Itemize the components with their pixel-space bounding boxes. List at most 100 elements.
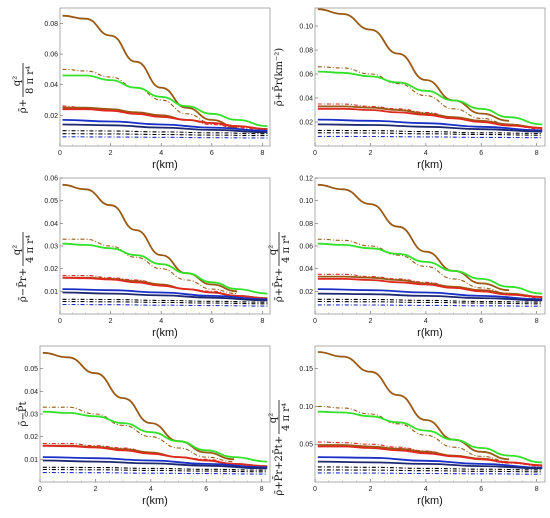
y-label-denominator: 4 π r⁴ — [25, 235, 36, 263]
x-tick-label: 4 — [424, 318, 428, 325]
series-line-brown-dashdot — [317, 238, 510, 295]
y-axis-label: ρ̄+P̄r+ q² 4 π r⁴ — [268, 232, 292, 302]
y-label-numerator: q² — [268, 413, 279, 423]
y-tick-label: 0.05 — [299, 442, 313, 449]
y-tick-label: 0.02 — [44, 113, 58, 120]
series-line-navy-solid — [42, 459, 268, 470]
x-axis-label: r(km) — [417, 159, 443, 171]
x-tick-label: 6 — [479, 318, 483, 325]
series-line-blue-solid — [42, 456, 268, 469]
x-tick-label: 4 — [159, 150, 163, 157]
y-label-base: ρ̄+ — [18, 99, 29, 113]
y-tick-label: 0.05 — [24, 366, 38, 373]
y-label-denominator: 4 π r⁴ — [281, 403, 292, 431]
y-tick-label: 0.04 — [44, 82, 58, 89]
x-tick-label: 2 — [368, 150, 372, 157]
series-line-brown-dashdot — [317, 405, 510, 463]
y-tick-label: 0.06 — [299, 244, 313, 251]
series-line-red-solid — [62, 276, 268, 300]
x-tick-label: 8 — [535, 150, 539, 157]
series-line-blue-dashdot — [62, 136, 268, 139]
y-axis-label: ρ̄−P̄t — [17, 401, 29, 426]
series-line-blue-solid — [317, 456, 543, 469]
y-axis-label: ρ̄+ q² 8 π r⁴ — [12, 63, 36, 113]
series-line-blue-dashdot — [317, 135, 543, 139]
series-line-green-solid — [317, 410, 543, 464]
y-axis-label: ρ̄+P̄r(km⁻²) — [273, 48, 285, 106]
x-tick-label: 2 — [368, 486, 372, 493]
y-tick-label: 0.10 — [299, 24, 313, 31]
series-line-brown-solid — [317, 351, 510, 461]
x-axis-label: r(km) — [152, 327, 178, 339]
plot-frame — [314, 345, 546, 483]
x-tick-label: 2 — [109, 318, 113, 325]
series-line-blue-solid — [317, 118, 543, 132]
x-tick-label: 4 — [149, 486, 153, 493]
y-tick-label: 0.06 — [44, 52, 58, 59]
series-line-black-dashdot — [317, 469, 543, 473]
series-line-black-dashdot — [62, 133, 268, 137]
series-line-navy-solid — [317, 292, 543, 302]
x-tick-label: 4 — [424, 150, 428, 157]
x-tick-label: 4 — [159, 318, 163, 325]
x-tick-label: 8 — [260, 318, 264, 325]
series-line-black-dashdot — [317, 298, 543, 303]
x-axis-label: r(km) — [417, 495, 443, 507]
y-tick-label: 0.03 — [24, 412, 38, 419]
y-tick-label: 0.06 — [44, 176, 58, 183]
y-label-base: ρ̄−P̄r+ — [17, 268, 29, 302]
x-tick-label: 2 — [93, 486, 97, 493]
y-tick-label: 0.04 — [24, 389, 38, 396]
chart-panel-5: 0 2 4 6 8 0.01 0.02 0.03 0.04 0.05 r(km) ρ̄−P̄t — [17, 345, 271, 507]
series-line-blue-solid — [317, 288, 543, 301]
x-tick-label: 0 — [313, 318, 317, 325]
x-tick-label: 6 — [479, 150, 483, 157]
series-line-brown-solid — [42, 351, 235, 461]
series-line-black-dashdot — [42, 468, 268, 473]
y-tick-label: 0.15 — [299, 366, 313, 373]
series-line-black-dashdot — [317, 132, 543, 136]
chart-panel-6: 0 2 4 6 8 0.05 0.10 0.15 r(km) ρ̄+P̄r+2P̄t+ q² 4 π … — [268, 345, 546, 507]
y-label-numerator: q² — [12, 76, 23, 86]
series-line-navy-solid — [317, 123, 543, 133]
x-tick-label: 0 — [58, 318, 62, 325]
series-line-red-solid — [42, 444, 268, 468]
y-label-numerator: q² — [268, 245, 279, 255]
series-line-brown-solid — [62, 14, 238, 129]
y-tick-label: 0.08 — [44, 21, 58, 28]
x-tick-label: 8 — [260, 150, 264, 157]
series-line-blue-dashdot — [317, 472, 543, 475]
series-line-red-solid — [317, 107, 543, 129]
series-line-black-dashdot — [42, 466, 268, 471]
x-axis-label: r(km) — [152, 159, 178, 171]
x-tick-label: 8 — [535, 486, 539, 493]
y-tick-label: 0.08 — [299, 48, 313, 55]
x-tick-label: 0 — [58, 150, 62, 157]
series-line-brown-solid — [317, 183, 510, 292]
y-tick-label: 0.06 — [299, 72, 313, 79]
x-tick-label: 6 — [210, 318, 214, 325]
x-tick-label: 0 — [38, 486, 42, 493]
series-line-blue-dashdot — [317, 304, 543, 307]
x-tick-label: 8 — [535, 318, 539, 325]
y-tick-label: 0.02 — [299, 289, 313, 296]
y-tick-label: 0.10 — [299, 198, 313, 205]
y-label-base: ρ̄+P̄r+2P̄t+ — [273, 436, 285, 496]
chart-panel-1: 0 2 4 6 8 0.02 0.04 0.06 0.08 r(km) ρ̄+ q² 8 π r⁴ — [12, 7, 271, 171]
y-label-denominator: 4 π r⁴ — [281, 235, 292, 263]
y-tick-label: 0.12 — [299, 176, 313, 183]
series-line-green-solid — [317, 242, 543, 295]
series-line-blue-solid — [62, 119, 268, 132]
series-line-red-solid — [317, 445, 543, 467]
y-tick-label: 0.10 — [299, 404, 313, 411]
series-line-black-dashdot — [62, 298, 268, 303]
y-tick-label: 0.04 — [299, 266, 313, 273]
y-tick-label: 0.08 — [299, 221, 313, 228]
series-line-green-solid — [62, 74, 268, 127]
series-line-red-dashdot — [317, 103, 543, 130]
series-line-green-solid — [42, 410, 268, 463]
y-axis-label: ρ̄+P̄r+2P̄t+ q² 4 π r⁴ — [268, 400, 292, 496]
y-label-numerator: q² — [12, 245, 23, 255]
plot-frame — [314, 7, 546, 147]
